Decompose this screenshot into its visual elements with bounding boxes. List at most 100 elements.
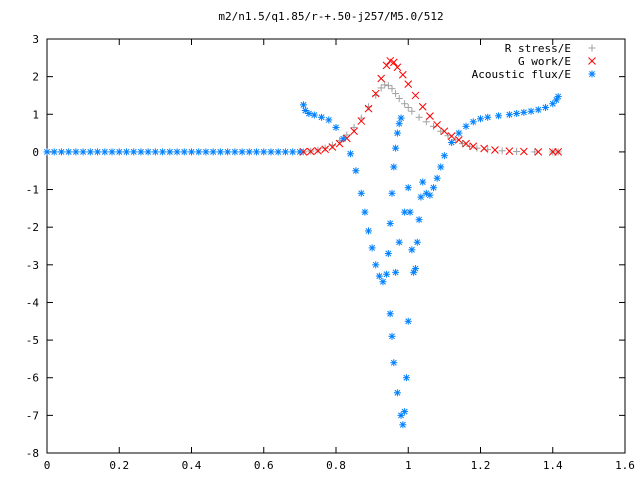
acoustic-flux-point (115, 148, 123, 156)
acoustic-flux-point (305, 110, 313, 118)
y-tick-label: 2 (32, 71, 39, 84)
acoustic-flux-point (430, 184, 438, 192)
acoustic-flux-point (245, 148, 253, 156)
r-stress-point (392, 90, 400, 98)
x-tick-label: 0 (44, 459, 51, 472)
acoustic-flux-point (43, 148, 51, 156)
acoustic-flux-point (339, 135, 347, 143)
acoustic-flux-point (534, 106, 542, 114)
acoustic-flux-point (325, 116, 333, 124)
y-tick-label: 3 (32, 33, 39, 46)
legend-label-acoustic-flux: Acoustic flux/E (472, 68, 571, 81)
acoustic-flux-point (202, 148, 210, 156)
acoustic-flux-point (388, 189, 396, 197)
r-stress-point (444, 132, 452, 140)
acoustic-flux-point (144, 148, 152, 156)
acoustic-flux-point (413, 238, 421, 246)
r-stress-point (466, 142, 474, 150)
r-stress-point (408, 107, 416, 115)
acoustic-flux-point (404, 317, 412, 325)
g-work-point (299, 148, 308, 156)
acoustic-flux-point (384, 250, 392, 258)
x-tick-label: 0.4 (182, 459, 202, 472)
acoustic-flux-point (395, 238, 403, 246)
y-tick-label: 0 (32, 146, 39, 159)
acoustic-flux-point (399, 421, 407, 429)
acoustic-flux-point (209, 148, 217, 156)
x-tick-label: 1 (405, 459, 412, 472)
acoustic-flux-point (253, 148, 261, 156)
acoustic-flux-point (357, 189, 365, 197)
r-stress-point (531, 148, 539, 156)
acoustic-flux-point (94, 148, 102, 156)
acoustic-flux-point (375, 272, 383, 280)
acoustic-flux-point (397, 114, 405, 122)
acoustic-flux-point (393, 389, 401, 397)
x-tick-label: 1.4 (543, 459, 563, 472)
acoustic-flux-point (462, 122, 470, 130)
g-work-point (306, 147, 315, 156)
r-stress-point (404, 103, 412, 111)
acoustic-flux-point (404, 184, 412, 192)
acoustic-flux-point (361, 208, 369, 216)
acoustic-flux-point (137, 148, 145, 156)
acoustic-flux-point (365, 227, 373, 235)
r-stress-point (350, 123, 358, 131)
series-acoustic-flux (43, 93, 562, 429)
acoustic-flux-point (392, 144, 400, 152)
x-tick-label: 0.6 (254, 459, 274, 472)
g-work-point (462, 139, 470, 148)
r-stress-point (451, 136, 459, 144)
r-stress-point (437, 127, 445, 135)
acoustic-flux-point (393, 129, 401, 137)
acoustic-flux-point (267, 148, 275, 156)
r-stress-point (401, 100, 409, 108)
g-work-point (389, 58, 398, 67)
acoustic-flux-point (401, 408, 409, 416)
g-work-point (480, 144, 488, 153)
acoustic-flux-point (289, 148, 297, 156)
acoustic-flux-point (166, 148, 174, 156)
acoustic-flux-point (122, 148, 130, 156)
acoustic-flux-point (224, 148, 232, 156)
acoustic-flux-point (216, 148, 224, 156)
y-tick-label: -1 (26, 184, 39, 197)
acoustic-flux-point (408, 246, 416, 254)
acoustic-flux-point (554, 93, 562, 101)
r-stress-point (381, 81, 389, 89)
acoustic-flux-point (296, 148, 304, 156)
acoustic-flux-point (513, 110, 521, 118)
acoustic-flux-point (50, 148, 58, 156)
g-work-point (382, 61, 391, 70)
y-tick-label: -7 (26, 409, 39, 422)
acoustic-flux-point (495, 112, 503, 120)
acoustic-flux-point (527, 107, 535, 115)
g-work-point (371, 89, 380, 98)
r-stress-point (388, 85, 396, 93)
acoustic-flux-point (101, 148, 109, 156)
g-work-point (335, 139, 344, 148)
acoustic-flux-point (301, 107, 309, 115)
acoustic-flux-point (469, 118, 477, 126)
acoustic-flux-point (520, 108, 528, 116)
acoustic-flux-point (368, 244, 376, 252)
r-stress-point (415, 113, 423, 121)
g-work-point (426, 112, 434, 121)
acoustic-flux-point (433, 174, 441, 182)
g-work-point (350, 127, 358, 136)
acoustic-flux-point (260, 148, 268, 156)
legend-marker-g-work (588, 57, 596, 65)
acoustic-flux-point (195, 148, 203, 156)
acoustic-flux-point (484, 113, 492, 121)
g-work-point (393, 63, 402, 72)
acoustic-flux-point (108, 148, 116, 156)
g-work-point (364, 104, 373, 113)
y-tick-label: -6 (26, 372, 39, 385)
acoustic-flux-point (151, 148, 159, 156)
y-tick-label: -3 (26, 259, 39, 272)
g-work-point (491, 146, 499, 154)
acoustic-flux-point (188, 148, 195, 156)
x-axis: 0 0.2 0.4 0.6 0.8 1 1.2 1.4 1.6 (44, 39, 635, 472)
acoustic-flux-point (505, 111, 513, 119)
